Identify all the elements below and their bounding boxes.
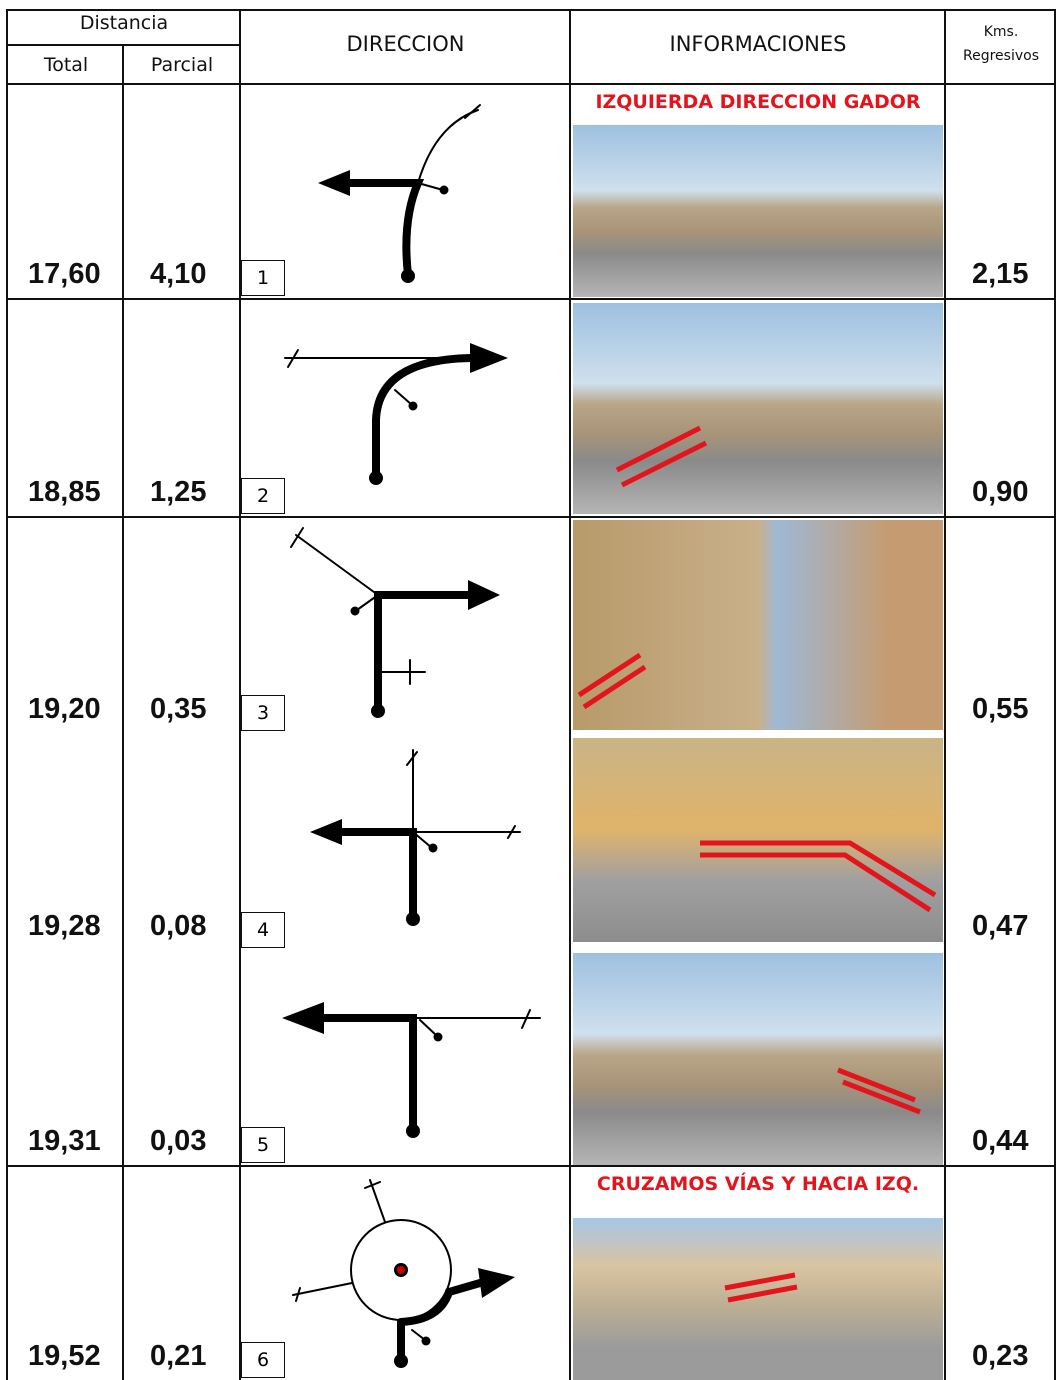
remaining-distance: 0,47 [972,910,1029,942]
total-distance: 17,60 [28,258,101,290]
remaining-distance: 2,15 [972,258,1029,290]
partial-distance: 0,21 [150,1340,207,1372]
total-distance: 19,20 [28,693,101,725]
rule [569,9,571,1380]
total-distance: 19,52 [28,1340,101,1372]
total-distance: 19,31 [28,1125,101,1157]
step-number: 5 [241,1127,285,1163]
rule [239,9,241,1380]
partial-distance: 0,35 [150,693,207,725]
remaining-distance: 0,44 [972,1125,1029,1157]
photo [573,738,943,942]
remaining-distance: 0,55 [972,693,1029,725]
step-number: 2 [241,478,285,514]
step-number: 6 [241,1342,285,1378]
rule [6,9,1056,11]
photo [573,125,943,297]
remaining-distance: 0,90 [972,476,1029,508]
partial-distance: 0,08 [150,910,207,942]
photo [573,1218,943,1380]
step-number: 3 [241,695,285,731]
rule [6,516,1056,518]
rule [6,298,1056,300]
info-note: IZQUIERDA DIRECCION GADOR [595,91,921,113]
header-total: Total [43,54,89,76]
header-parcial: Parcial [150,54,214,76]
rule [6,9,8,1380]
step-number: 4 [241,912,285,948]
remaining-distance: 0,23 [972,1340,1029,1372]
total-distance: 18,85 [28,476,101,508]
rule [6,44,240,46]
rule [6,1165,1056,1167]
step-number: 1 [241,260,285,296]
header-informaciones: INFORMACIONES [669,32,847,56]
header-direccion: DIRECCION [346,32,465,56]
header-kms: Kms. [983,24,1019,40]
rule [122,44,124,1380]
photo [573,520,943,730]
partial-distance: 1,25 [150,476,207,508]
rule [1054,9,1056,1380]
total-distance: 19,28 [28,910,101,942]
partial-distance: 4,10 [150,258,207,290]
partial-distance: 0,03 [150,1125,207,1157]
photo [573,953,943,1165]
rule [944,9,946,1380]
header-regresivos: Regresivos [963,48,1039,64]
info-note: CRUZAMOS VÍAS Y HACIA IZQ. [596,1173,920,1195]
header-distancia: Distancia [79,12,169,34]
rule [6,83,1056,85]
